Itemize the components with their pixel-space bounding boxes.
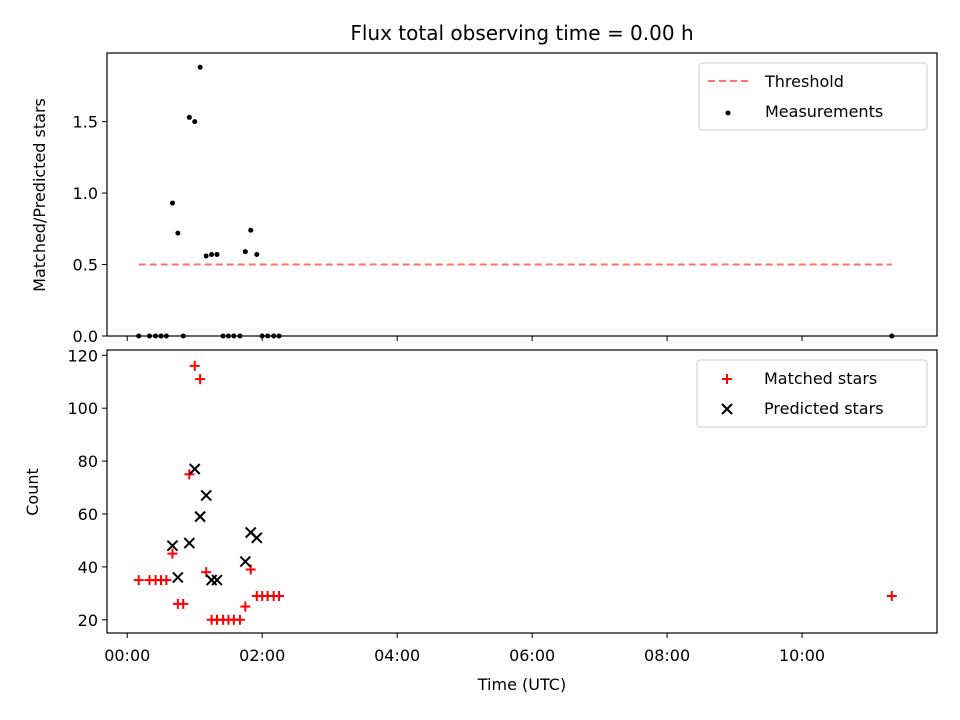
measurement-point [192,119,198,125]
bottom-y-ticks: 20 40 60 80 100 120 [67,346,107,630]
matched-star-point [167,548,178,559]
x-tick-label: 04:00 [374,646,420,665]
top-legend: Threshold Measurements [698,62,928,131]
bottom-y-tick-label: 100 [67,399,98,418]
measurement-point [163,333,169,339]
measurements-legend-label: Measurements [765,102,883,121]
bottom-y-tick-label: 20 [78,611,98,630]
measurement-point [136,333,142,339]
matched-star-point [161,575,172,586]
matched-star-point [133,575,144,586]
top-panel: 0.0 0.5 1.0 1.5 Matched/Predicted stars Thr… [30,52,938,346]
measurement-point [209,252,215,258]
chart-title: Flux total observing time = 0.00 h [350,21,693,45]
count-points [133,360,897,625]
measurement-point [276,333,282,339]
measurement-point [237,333,243,339]
predicted-star-point [200,489,212,502]
measurement-point [889,333,895,339]
bottom-y-tick-label: 120 [67,346,98,365]
top-legend-box [698,62,928,131]
measurement-point [242,249,248,255]
top-y-tick-label: 1.0 [73,184,98,203]
measurement-point [180,333,186,339]
measurement-point [248,227,254,233]
x-tick-label: 08:00 [644,646,690,665]
x-tick-label: 00:00 [104,646,150,665]
bottom-y-tick-label: 40 [78,558,98,577]
bottom-panel: 20 40 60 80 100 120 00:00 02:00 04:00 06:00 08:00… [23,346,938,694]
bottom-y-axis-label: Count [23,468,42,516]
x-axis-label: Time (UTC) [477,675,566,694]
predicted-star-point [239,555,252,568]
predicted-star-point [194,510,206,523]
predicted-star-point [189,463,201,475]
matched-star-point [234,614,245,625]
matched-star-point [274,590,285,601]
matched-star-point [189,360,200,371]
top-y-tick-label: 1.5 [73,113,98,132]
matched-legend-swatch [722,374,732,384]
measurement-point [203,253,209,259]
matched-legend-label: Matched stars [764,369,877,388]
measurement-point [147,333,153,339]
matched-star-point [178,598,189,609]
measurement-point [231,333,237,339]
measurement-point [214,252,220,258]
predicted-star-point [211,574,223,586]
bottom-y-tick-label: 60 [78,505,98,524]
bottom-legend: Matched stars Predicted stars [696,359,928,428]
top-y-tick-label: 0.0 [73,327,98,346]
matched-star-point [184,469,195,480]
measurement-point [169,200,175,206]
measurement-point [254,252,260,258]
bottom-y-tick-label: 80 [78,452,98,471]
predicted-star-point [251,532,263,544]
measurement-point [265,333,271,339]
predicted-legend-swatch [721,403,733,415]
top-plot-frame [106,52,938,337]
measurement-point [175,230,181,236]
bottom-x-ticks: 00:00 02:00 04:00 06:00 08:00 10:00 [104,633,825,665]
measurement-point [259,333,265,339]
measurements-legend-swatch [725,110,731,116]
predicted-legend-label: Predicted stars [764,399,884,418]
x-tick-label: 10:00 [779,646,825,665]
measurement-point [197,64,203,70]
predicted-star-point [172,571,184,584]
measurement-point [153,333,159,339]
top-y-ticks: 0.0 0.5 1.0 1.5 [73,113,107,346]
measurement-point [158,333,164,339]
predicted-star-point [166,540,179,552]
measurement-point [271,333,277,339]
bottom-plot-frame [106,349,938,634]
threshold-legend-label: Threshold [764,72,844,91]
top-y-tick-label: 0.5 [73,256,98,275]
measurement-point [225,333,231,339]
matched-star-point [240,601,251,612]
top-y-axis-label: Matched/Predicted stars [30,98,49,292]
matched-star-point [195,374,206,385]
measurement-point [220,333,226,339]
x-tick-label: 02:00 [239,646,285,665]
bottom-legend-box [696,359,928,428]
measurement-points [136,64,895,339]
measurement-point [186,114,192,120]
x-tick-label: 06:00 [509,646,555,665]
predicted-star-point [183,537,196,549]
matched-star-point [886,590,897,601]
